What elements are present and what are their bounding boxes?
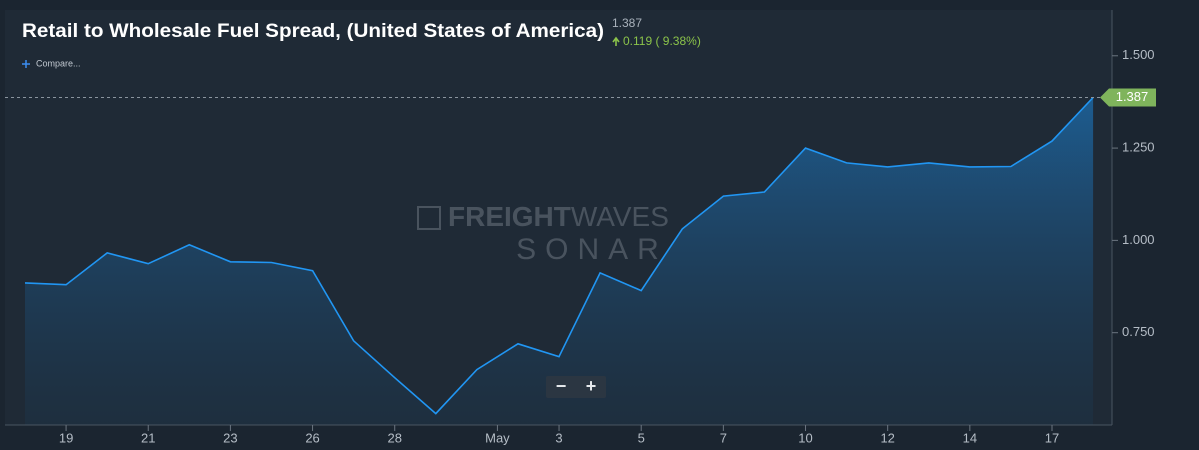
area-fill	[25, 97, 1094, 425]
x-tick-label: 17	[1045, 430, 1059, 445]
zoom-in-button[interactable]: +	[586, 376, 597, 396]
zoom-controls: − +	[546, 376, 606, 398]
x-tick-label: 10	[798, 430, 812, 445]
x-tick-label: 3	[555, 430, 562, 445]
y-tick-label: 0.750	[1122, 324, 1155, 339]
watermark-brand: FREIGHTWAVES	[448, 201, 669, 232]
x-tick-label: 26	[305, 430, 319, 445]
y-tick-label: 1.000	[1122, 232, 1155, 247]
x-tick-label: 14	[963, 430, 977, 445]
watermark-logo	[417, 206, 441, 230]
x-tick-label: 21	[141, 430, 155, 445]
plot	[24, 96, 1094, 425]
up-arrow	[612, 36, 620, 46]
x-tick-label: 12	[880, 430, 894, 445]
zoom-out-button[interactable]: −	[556, 376, 567, 396]
x-tick-label: 23	[223, 430, 237, 445]
series-line	[24, 96, 1094, 415]
watermark-product: SONAR	[516, 233, 668, 266]
header-last-value: 1.387	[612, 16, 642, 30]
y-tick-label: 1.250	[1122, 140, 1155, 155]
y-tick-label: 1.500	[1122, 47, 1155, 62]
chart-title: Retail to Wholesale Fuel Spread, (United…	[22, 21, 604, 42]
x-tick-label: 28	[387, 430, 401, 445]
watermark-brand-light: WAVES	[571, 201, 669, 232]
compare-plus[interactable]	[22, 60, 30, 68]
compare-link[interactable]: Compare...	[36, 58, 81, 68]
month-label: May	[485, 430, 510, 445]
watermark: FREIGHTWAVES SONAR	[417, 201, 669, 266]
header-change: 0.119 ( 9.38%)	[623, 34, 701, 48]
x-tick-label: 5	[638, 430, 645, 445]
watermark-brand-bold: FREIGHT	[448, 201, 571, 232]
x-tick-label: 19	[59, 430, 73, 445]
x-tick-label: 7	[720, 430, 727, 445]
last-value-label: 1.387	[1116, 89, 1149, 104]
last-value-badge	[1100, 88, 1156, 107]
zoom-panel	[546, 376, 606, 398]
